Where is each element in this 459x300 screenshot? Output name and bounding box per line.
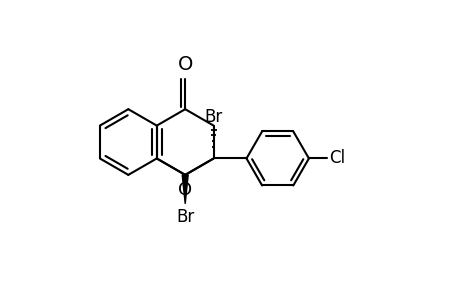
- Text: Br: Br: [176, 208, 194, 226]
- Text: O: O: [178, 181, 192, 199]
- Text: Cl: Cl: [328, 149, 344, 167]
- Text: O: O: [177, 55, 192, 74]
- Text: Br: Br: [204, 108, 222, 126]
- Polygon shape: [182, 175, 188, 204]
